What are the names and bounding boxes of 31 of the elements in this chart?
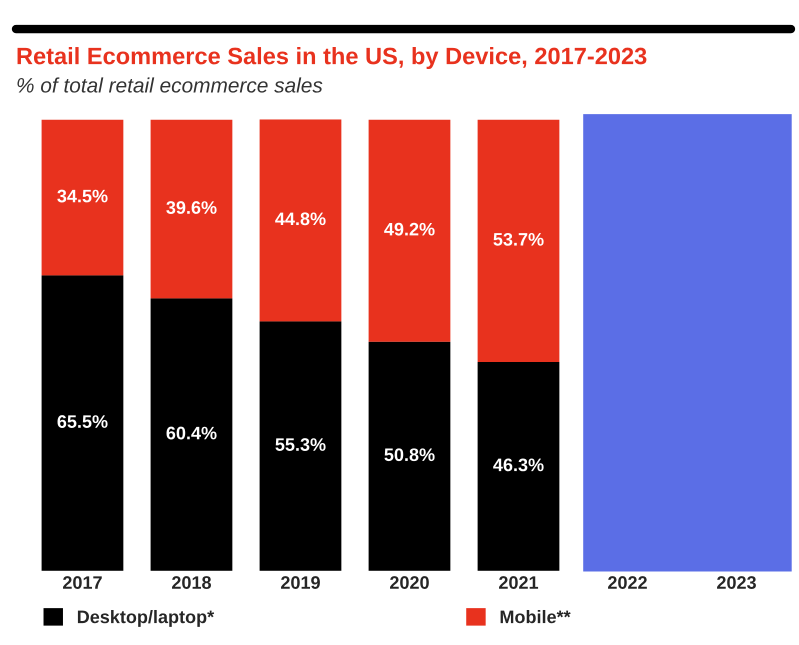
bar: [42, 275, 124, 571]
x-tick-label: 2017: [63, 576, 102, 589]
bar: [478, 362, 560, 571]
legend-label: Mobile**: [500, 610, 571, 624]
data-label: 44.8%: [275, 212, 326, 226]
data-label: 34.5%: [57, 190, 108, 202]
data-label: 50.8%: [384, 448, 435, 462]
x-tick-label: 2018: [172, 576, 212, 589]
data-label: 39.6%: [166, 201, 217, 214]
x-tick-label: 2019: [281, 576, 320, 589]
x-tick-label: 2021: [499, 576, 538, 589]
data-label: 53.7%: [493, 232, 544, 246]
chart-subtitle: % of total retail ecommerce sales: [17, 77, 322, 93]
data-label: 49.2%: [384, 222, 435, 236]
x-tick-label: 2023: [717, 576, 756, 589]
bar: [150, 120, 232, 298]
data-label: 55.3%: [275, 438, 326, 451]
data-label: 46.3%: [493, 458, 544, 472]
bar: [260, 119, 342, 322]
bar: [150, 298, 232, 571]
bar: [260, 321, 342, 571]
bar: [478, 120, 560, 362]
x-tick-label: 2022: [608, 576, 647, 589]
data-label: 65.5%: [58, 415, 108, 428]
bar: [368, 120, 450, 342]
x-tick-label: 2020: [390, 576, 429, 589]
data-label: 60.4%: [166, 426, 217, 440]
chart-title: Retail Ecommerce Sales in the US, by Device, 2017-2023: [18, 47, 646, 70]
legend-label: Desktop/laptop*: [78, 610, 214, 627]
bar: [368, 342, 450, 571]
bar: [42, 120, 124, 276]
